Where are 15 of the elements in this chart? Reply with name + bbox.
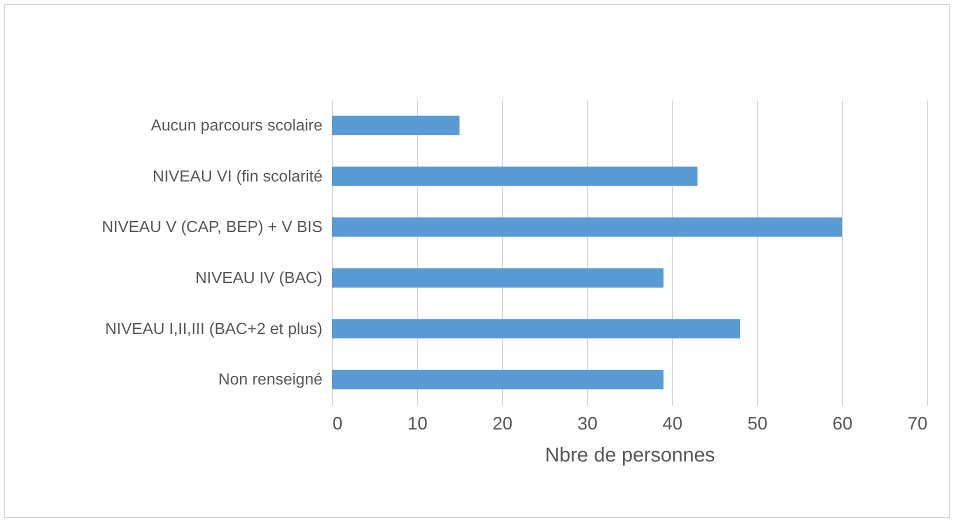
y-tick-label: Aucun parcours scolaire [150, 117, 323, 134]
x-tick-label: 40 [662, 414, 683, 434]
x-tick-label: 30 [577, 414, 598, 434]
x-tick-label: 10 [407, 414, 428, 434]
y-tick-label: NIVEAU I,II,III (BAC+2 et plus) [105, 320, 322, 338]
x-axis-title: Nbre de personnes [544, 444, 716, 466]
x-tick-label: 50 [747, 414, 768, 434]
x-tick-label: 60 [832, 414, 853, 434]
y-tick-label: NIVEAU V (CAP, BEP) + V BIS [102, 219, 322, 236]
y-tick-label: NIVEAU IV (BAC) [195, 270, 322, 287]
x-tick-label: 20 [492, 414, 513, 434]
y-tick-label: Non renseigné [218, 372, 323, 389]
x-tick-label: 0 [332, 414, 343, 434]
y-tick-label: NIVEAU VI (fin scolarité [152, 168, 323, 186]
x-tick-label: 70 [907, 414, 928, 434]
